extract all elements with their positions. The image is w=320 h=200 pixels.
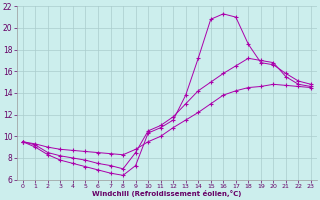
X-axis label: Windchill (Refroidissement éolien,°C): Windchill (Refroidissement éolien,°C)	[92, 190, 242, 197]
